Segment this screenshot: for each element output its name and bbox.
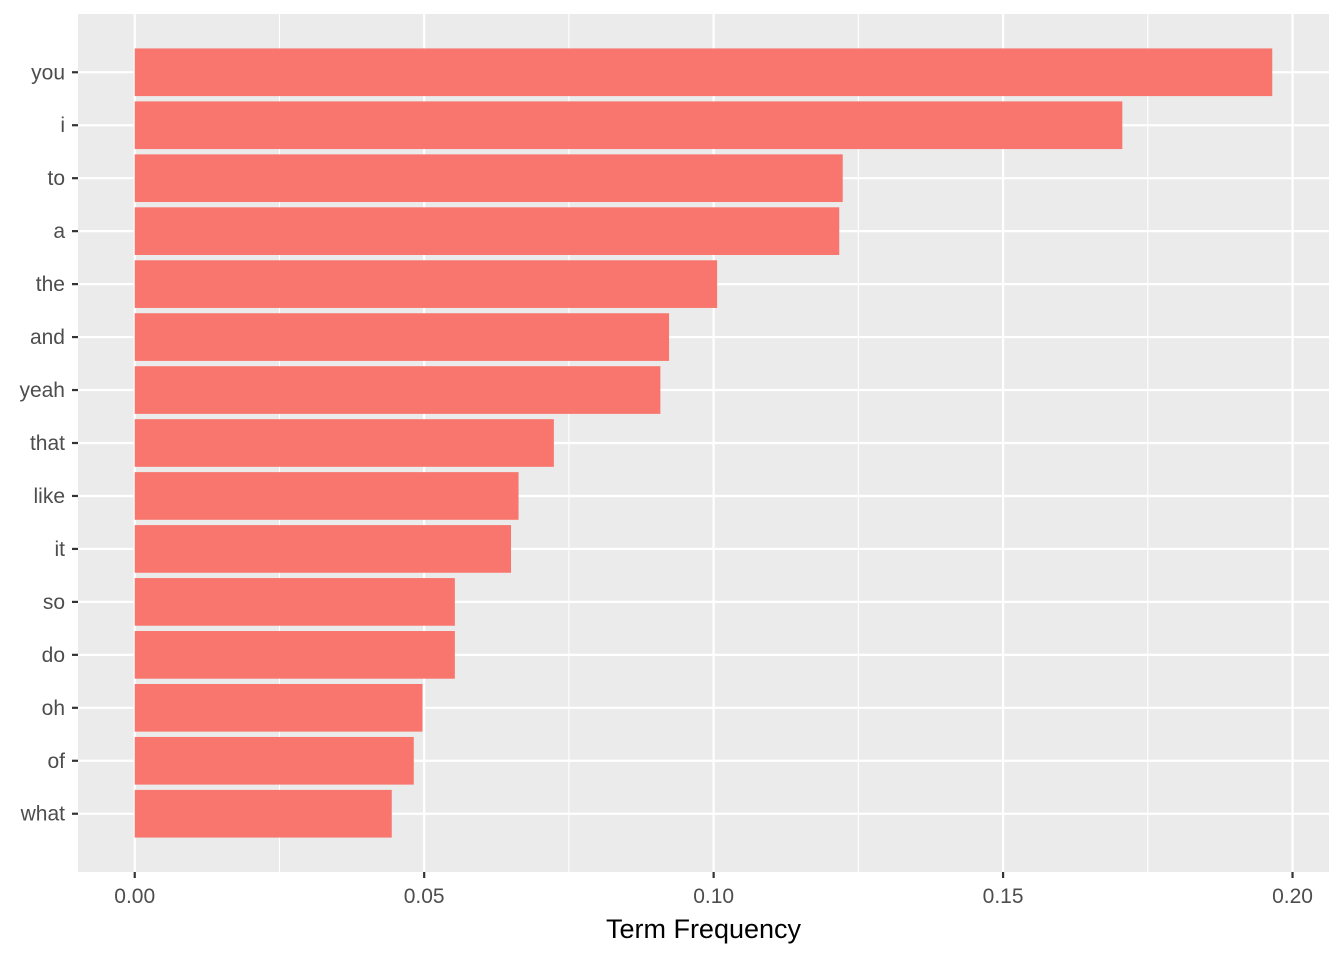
- bar: [134, 683, 423, 732]
- bar: [134, 419, 554, 467]
- x-tick-label: 0.10: [693, 885, 734, 908]
- bar: [134, 366, 661, 414]
- y-tick-label: of: [47, 750, 65, 773]
- y-tick-label: oh: [42, 697, 65, 720]
- y-tick-label: like: [33, 485, 65, 508]
- bar: [134, 578, 455, 626]
- bar: [134, 154, 843, 203]
- bar: [134, 525, 512, 573]
- y-axis: you i to a the and yeah that like it so do oh of what: [19, 61, 78, 826]
- y-tick-label: do: [42, 644, 65, 667]
- bar: [134, 48, 1273, 97]
- y-tick-label: it: [55, 538, 66, 561]
- y-tick-label: i: [60, 114, 65, 137]
- x-axis: 0.00 0.05 0.10 0.15 0.20: [114, 872, 1313, 908]
- bar: [134, 631, 455, 679]
- y-tick-label: and: [30, 326, 65, 349]
- bar: [134, 313, 670, 361]
- bar: [134, 260, 718, 308]
- y-tick-label: you: [31, 61, 65, 84]
- y-tick-label: to: [47, 167, 65, 190]
- x-axis-title: Term Frequency: [606, 914, 802, 944]
- y-tick-label: yeah: [19, 379, 65, 402]
- bar-series: [134, 48, 1273, 838]
- y-tick-label: a: [53, 220, 65, 243]
- bar: [134, 101, 1123, 150]
- y-tick-label: so: [43, 591, 65, 614]
- x-tick-label: 0.20: [1272, 885, 1313, 908]
- bar: [134, 789, 392, 838]
- y-tick-label: the: [36, 273, 65, 296]
- bar: [134, 207, 840, 255]
- y-tick-label: what: [20, 803, 66, 826]
- bar: [134, 472, 519, 520]
- x-tick-label: 0.05: [404, 885, 445, 908]
- x-tick-label: 0.15: [983, 885, 1024, 908]
- y-tick-label: that: [30, 432, 65, 455]
- x-tick-label: 0.00: [114, 885, 155, 908]
- bar: [134, 736, 414, 785]
